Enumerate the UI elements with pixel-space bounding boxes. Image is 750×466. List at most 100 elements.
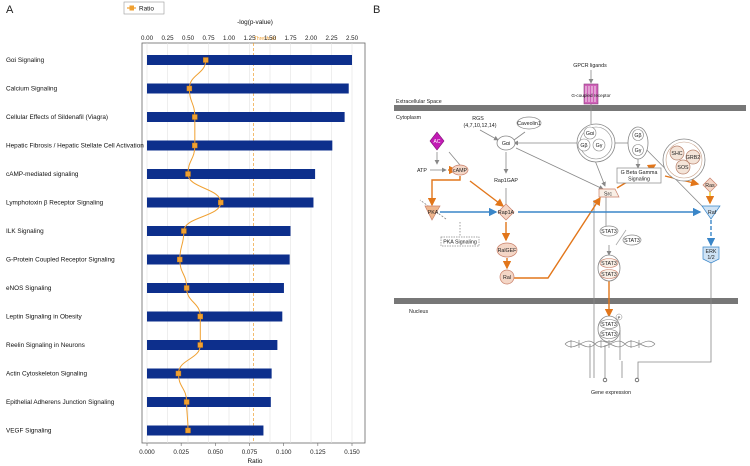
category-label: Reelin Signaling in Neurons bbox=[6, 342, 85, 349]
stat3-nuclear-1-label: STAT3 bbox=[601, 322, 617, 328]
bottom-tick-label: 0.100 bbox=[276, 449, 292, 456]
bar bbox=[147, 283, 284, 293]
ralgef-label: RalGEF bbox=[498, 248, 518, 254]
top-axis: 0.00 0.25 0.50 0.75 1.00 1.25 1.50 1.75 2.00 2.25… bbox=[141, 35, 359, 42]
ral-label: Ral bbox=[503, 275, 511, 281]
bar bbox=[147, 340, 277, 350]
src-label: Src bbox=[604, 192, 612, 198]
ratio-point bbox=[198, 314, 203, 319]
panel-b: B Extracellular Space Cytoplasm Nucleus bbox=[373, 4, 746, 396]
ratio-point bbox=[177, 257, 182, 262]
ratio-point bbox=[198, 343, 203, 348]
stat3-dimer-nucleus: STAT3 STAT3 P bbox=[598, 314, 622, 342]
bottom-tick-label: 0.050 bbox=[208, 449, 224, 456]
gbg-signaling-label-2: Signaling bbox=[628, 177, 650, 183]
pka-signaling-label: PKA Signaling bbox=[443, 240, 477, 246]
kinase-edges bbox=[440, 192, 711, 245]
panel-a-label: A bbox=[6, 4, 14, 16]
raf-label: Raf bbox=[708, 210, 717, 216]
bar bbox=[147, 84, 349, 94]
bottom-tick-label: 0.125 bbox=[310, 449, 326, 456]
rap1a-label: Rap1A bbox=[498, 210, 515, 216]
category-label: G-Protein Coupled Receptor Signaling bbox=[6, 257, 115, 264]
bar bbox=[147, 198, 313, 208]
bottom-tick-label: 0.000 bbox=[139, 449, 155, 456]
stat3-dimer-1-label: STAT3 bbox=[601, 261, 617, 267]
sos-label: SOS bbox=[677, 165, 689, 171]
bottom-tick-label: 0.025 bbox=[173, 449, 189, 456]
gy-label: Gγ bbox=[596, 143, 603, 149]
category-label: Gαi Signaling bbox=[6, 57, 45, 64]
bar bbox=[147, 226, 291, 236]
stat3-b-label: STAT3 bbox=[624, 238, 640, 244]
ratio-point bbox=[184, 286, 189, 291]
phospho-label: P bbox=[618, 315, 621, 320]
category-label: Lymphotoxin β Receptor Signaling bbox=[6, 200, 104, 207]
category-label: Hepatic Fibrosis / Hepatic Stellate Cell… bbox=[6, 143, 144, 150]
gene-expression-label: Gene expression bbox=[591, 390, 631, 396]
gai-complex-label: Gαi bbox=[586, 131, 594, 137]
extracellular-label: Extracellular Space bbox=[396, 99, 442, 105]
top-tick-label: 1.50 bbox=[264, 35, 277, 42]
stat3-dimer-cytoplasm: STAT3 STAT3 bbox=[598, 255, 620, 281]
shc-label: SHC bbox=[671, 151, 682, 157]
bottom-axis-title: Ratio bbox=[248, 458, 263, 465]
pka-label: PKA bbox=[428, 210, 439, 216]
category-label: eNOS Signaling bbox=[6, 285, 52, 292]
ac-node: AC bbox=[430, 132, 444, 150]
bar bbox=[147, 369, 272, 379]
erk-sub-label: 1/2 bbox=[707, 255, 714, 261]
ratio-point bbox=[176, 371, 181, 376]
ac-label: AC bbox=[434, 139, 441, 145]
ratio-point bbox=[192, 143, 197, 148]
chart-legend: Ratio bbox=[124, 2, 164, 14]
g-beta-gamma-complex: Gβ Gγ bbox=[628, 127, 648, 159]
gpcr-receptor: G-coupled receptor bbox=[571, 84, 611, 104]
top-tick-label: 1.75 bbox=[284, 35, 297, 42]
atp-label: ATP bbox=[417, 168, 427, 174]
gpcr-ligands-label: GPCR ligands bbox=[573, 63, 607, 69]
ratio-point bbox=[203, 58, 208, 63]
top-tick-label: 1.25 bbox=[243, 35, 256, 42]
top-axis-title: -log(p-value) bbox=[237, 19, 273, 26]
ratio-point bbox=[187, 86, 192, 91]
bar bbox=[147, 55, 352, 65]
camp-label: cAMP bbox=[453, 168, 468, 174]
category-label: VEGF Signaling bbox=[6, 428, 52, 435]
gpcr-label: G-coupled receptor bbox=[571, 93, 611, 98]
ratio-point bbox=[186, 428, 191, 433]
category-label: cAMP-mediated signaling bbox=[6, 171, 79, 178]
category-label: Epithelial Adherens Junction Signaling bbox=[6, 399, 115, 406]
gy2-label: Gγ bbox=[635, 148, 642, 154]
legend-marker bbox=[130, 6, 135, 11]
gai-label: Gαi bbox=[502, 141, 510, 147]
bar bbox=[147, 426, 263, 436]
ratio-point bbox=[181, 229, 186, 234]
top-tick-label: 2.00 bbox=[305, 35, 318, 42]
category-label: ILK Signaling bbox=[6, 228, 44, 235]
bottom-axis: 0.000 0.025 0.050 0.075 0.100 0.125 0.150 bbox=[139, 443, 360, 456]
gray-edges bbox=[420, 70, 711, 382]
grb2-label: GRB2 bbox=[686, 155, 700, 161]
bottom-tick-label: 0.075 bbox=[242, 449, 258, 456]
gb2-label: Gβ bbox=[634, 133, 641, 139]
category-label: Leptin Signaling in Obesity bbox=[6, 314, 82, 321]
cytoplasm-label: Cytoplasm bbox=[396, 115, 422, 121]
nucleus-label: Nucleus bbox=[409, 309, 428, 315]
gbg-signaling-label-1: G Beta Gamma bbox=[621, 170, 658, 176]
gb-label: Gβ bbox=[580, 143, 587, 149]
bar bbox=[147, 169, 315, 179]
ratio-point bbox=[192, 115, 197, 120]
rap1gap-label: Rap1GAP bbox=[494, 178, 518, 184]
bar bbox=[147, 312, 282, 322]
shc-grb2-sos-complex: SHC GRB2 SOS bbox=[663, 139, 705, 181]
category-label: Actin Cytoskeleton Signaling bbox=[6, 371, 87, 378]
g-protein-complex: Gαi Gβ Gγ bbox=[577, 124, 615, 162]
top-tick-label: 1.00 bbox=[223, 35, 236, 42]
plasma-membrane bbox=[394, 105, 746, 111]
ras-label: Ras bbox=[705, 183, 715, 189]
top-tick-label: 0.50 bbox=[182, 35, 195, 42]
bar bbox=[147, 141, 332, 151]
bottom-tick-label: 0.150 bbox=[344, 449, 360, 456]
